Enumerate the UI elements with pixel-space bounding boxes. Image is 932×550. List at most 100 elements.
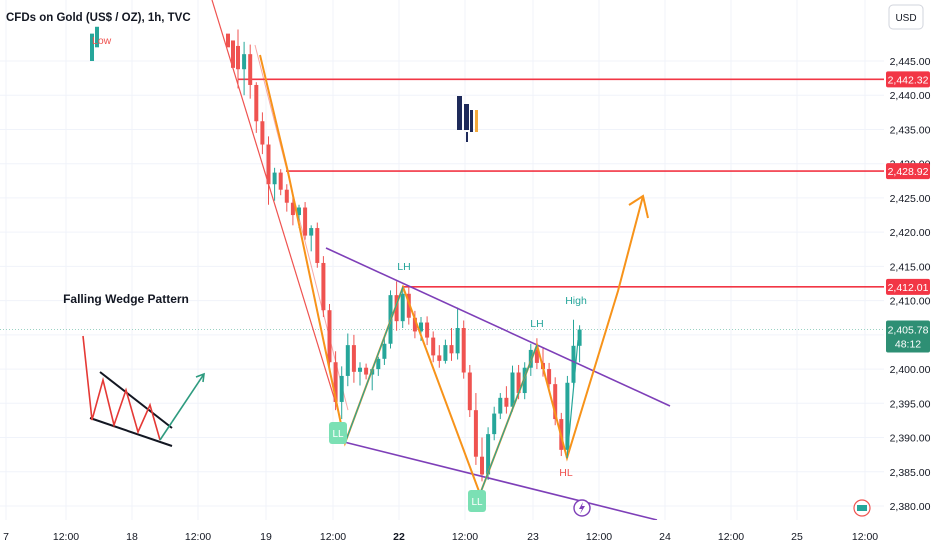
candle-body xyxy=(406,293,411,318)
candle-body xyxy=(492,413,497,435)
candle-body xyxy=(95,26,99,48)
candle-body xyxy=(297,207,301,216)
label-higher-low: HL xyxy=(559,467,573,479)
candle-body xyxy=(248,54,253,85)
logo-bar xyxy=(466,132,468,142)
inset-upper-line xyxy=(99,371,173,429)
price-tick-label: 2,445.00 xyxy=(890,56,931,68)
candle-body xyxy=(303,207,308,236)
logo-bar xyxy=(475,110,478,132)
candle-body xyxy=(242,54,247,70)
candle-body xyxy=(565,382,570,450)
price-level-tag-label: 2,412.01 xyxy=(888,282,929,294)
label-lower-high-2: LH xyxy=(530,318,543,330)
time-tick-label: 12:00 xyxy=(320,531,346,543)
logo-bar xyxy=(457,96,462,130)
label-lower-low-2: LL xyxy=(471,497,483,508)
impulse-green-line xyxy=(566,339,579,459)
time-axis[interactable]: 7 12:00 18 12:00 19 12:00 22 12:00 23 12:00 24 12:0… xyxy=(0,520,932,550)
price-axis[interactable]: 2,380.00 2,385.00 2,390.00 2,395.00 2,400.00… xyxy=(884,0,932,520)
economic-event-glyph-icon xyxy=(857,505,867,511)
candle-body xyxy=(364,367,369,375)
candle-body xyxy=(333,362,338,402)
currency-badge[interactable] xyxy=(888,4,924,30)
candle-body xyxy=(553,384,558,420)
label-lower-high-1: LH xyxy=(397,261,410,273)
price-tick-label: 2,390.00 xyxy=(890,433,931,445)
pipsview-logo xyxy=(457,96,478,142)
impulse-green-line xyxy=(479,344,538,495)
price-level-tag-label: 2,442.32 xyxy=(888,74,929,86)
candle-body xyxy=(437,355,442,361)
candle-body xyxy=(351,345,356,372)
price-tick-label: 2,420.00 xyxy=(890,227,931,239)
candle-body xyxy=(226,33,230,48)
candle-body xyxy=(480,456,484,475)
pattern-annotations: LH LH High HL LL LL xyxy=(329,261,871,517)
countdown-label: 48:12 xyxy=(895,339,921,351)
price-level-tag xyxy=(886,71,930,88)
inset-breakout-path xyxy=(159,421,173,441)
price-level-tag xyxy=(886,163,930,180)
candle-body xyxy=(315,228,320,263)
label-high: High xyxy=(565,295,587,307)
time-tick-label: 23 xyxy=(527,531,539,543)
price-level-tag xyxy=(886,278,930,295)
time-tick-label: 7 xyxy=(3,531,9,543)
inset-title: Falling Wedge Pattern xyxy=(63,292,189,306)
candle-body xyxy=(486,434,491,475)
chart-grid xyxy=(0,0,884,520)
price-level-tag-label: 2,428.92 xyxy=(888,166,929,178)
candle-body xyxy=(236,45,240,70)
time-axis-background xyxy=(0,520,932,550)
chart-title: CFDs on Gold (US$ / OZ), 1h, TVC xyxy=(6,12,191,24)
candle-body xyxy=(284,189,289,203)
candle-body xyxy=(278,172,283,190)
currency-label: USD xyxy=(895,13,916,24)
time-tick-label: 19 xyxy=(260,531,272,543)
candle-body xyxy=(547,369,552,385)
candle-body xyxy=(510,372,515,407)
inset-breakout-arrow-line xyxy=(171,373,205,423)
price-tick-label: 2,385.00 xyxy=(890,467,931,479)
time-tick-label: 12:00 xyxy=(452,531,478,543)
candle-body xyxy=(425,322,430,338)
falling-trend-line-segment xyxy=(211,0,341,418)
candle-body xyxy=(412,317,417,332)
candle-body xyxy=(461,328,466,373)
time-tick-label: 25 xyxy=(791,531,803,543)
resistance-levels xyxy=(0,78,884,331)
candle-body xyxy=(321,262,326,311)
time-tick-label: 12:00 xyxy=(185,531,211,543)
candle-body xyxy=(571,345,576,383)
candle-body xyxy=(419,322,423,332)
candle-body xyxy=(443,345,448,361)
wedge-lower-trendline xyxy=(339,440,658,521)
candle-body xyxy=(254,84,259,122)
candle-body xyxy=(473,410,478,457)
candle-body xyxy=(266,144,271,185)
current-price-tag xyxy=(886,320,930,353)
label-lower-low-1: LL xyxy=(332,429,344,440)
candle-body xyxy=(90,33,94,62)
price-tick-label: 2,440.00 xyxy=(890,90,931,102)
low-marker-label: Low xyxy=(92,35,112,47)
candle-body xyxy=(449,345,454,354)
time-tick-label: 24 xyxy=(659,531,671,543)
time-tick-label: 12:00 xyxy=(718,531,744,543)
lightning-glyph-icon xyxy=(579,502,585,514)
candle-body xyxy=(455,328,460,354)
time-tick-label: 12:00 xyxy=(852,531,878,543)
price-tick-label: 2,415.00 xyxy=(890,261,931,273)
time-tick-label: 22 xyxy=(393,531,405,543)
lower-low-badge-2 xyxy=(468,490,486,512)
price-tick-label: 2,435.00 xyxy=(890,124,931,136)
candle-body xyxy=(260,121,265,145)
falling-wedge-lines xyxy=(325,247,671,521)
price-tick-label: 2,410.00 xyxy=(890,296,931,308)
time-tick-label: 12:00 xyxy=(53,531,79,543)
falling-wedge-inset-diagram: Falling Wedge Pattern xyxy=(63,292,205,447)
price-tick-label: 2,425.00 xyxy=(890,193,931,205)
